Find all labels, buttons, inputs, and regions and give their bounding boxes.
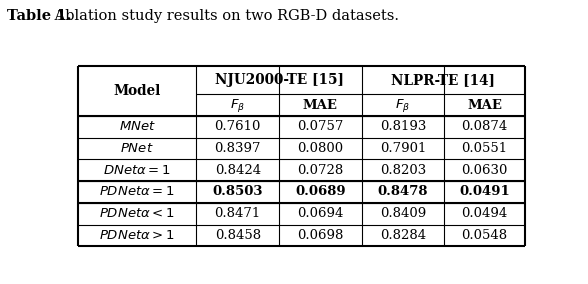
Text: MAE: MAE: [303, 99, 338, 112]
Text: 0.8458: 0.8458: [215, 229, 260, 242]
Text: 0.7610: 0.7610: [215, 120, 261, 133]
Text: NLPR-TE [14]: NLPR-TE [14]: [391, 73, 495, 87]
Text: 0.0800: 0.0800: [298, 142, 343, 155]
Text: 0.8478: 0.8478: [377, 185, 428, 199]
Text: 0.8503: 0.8503: [212, 185, 263, 199]
Text: 0.0757: 0.0757: [297, 120, 343, 133]
Text: $\mathit{DNet}{\alpha=1}$: $\mathit{DNet}{\alpha=1}$: [103, 164, 171, 177]
Text: $\mathit{MNet}$: $\mathit{MNet}$: [119, 120, 156, 133]
Text: $F_\beta$: $F_\beta$: [395, 97, 410, 114]
Text: 0.8203: 0.8203: [380, 164, 426, 177]
Text: $\mathit{PDNet}{\alpha>1}$: $\mathit{PDNet}{\alpha>1}$: [99, 229, 175, 242]
Text: 0.0728: 0.0728: [297, 164, 343, 177]
Text: 0.0491: 0.0491: [459, 185, 510, 199]
Text: 0.8193: 0.8193: [380, 120, 426, 133]
Text: Table 1.: Table 1.: [7, 9, 72, 23]
Text: 0.0494: 0.0494: [462, 207, 507, 220]
Text: $\mathit{PDNet}{\alpha=1}$: $\mathit{PDNet}{\alpha=1}$: [99, 185, 175, 199]
Text: Model: Model: [113, 84, 161, 98]
Text: 0.8409: 0.8409: [380, 207, 426, 220]
Text: 0.8284: 0.8284: [380, 229, 426, 242]
Text: 0.0630: 0.0630: [461, 164, 507, 177]
Text: 0.8397: 0.8397: [215, 142, 261, 155]
Text: $\mathit{PNet}$: $\mathit{PNet}$: [121, 142, 154, 155]
Text: MAE: MAE: [467, 99, 502, 112]
Text: 0.0548: 0.0548: [462, 229, 507, 242]
Text: 0.0551: 0.0551: [462, 142, 507, 155]
Text: NJU2000-TE [15]: NJU2000-TE [15]: [215, 73, 343, 87]
Text: 0.7901: 0.7901: [380, 142, 426, 155]
Text: $F_\beta$: $F_\beta$: [230, 97, 245, 114]
Text: Ablation study results on two RGB-D datasets.: Ablation study results on two RGB-D data…: [50, 9, 399, 23]
Text: 0.0689: 0.0689: [295, 185, 346, 199]
Text: 0.0694: 0.0694: [297, 207, 343, 220]
Text: 0.8471: 0.8471: [215, 207, 261, 220]
Text: 0.0698: 0.0698: [297, 229, 343, 242]
Text: 0.0874: 0.0874: [462, 120, 507, 133]
Text: $\mathit{PDNet}{\alpha<1}$: $\mathit{PDNet}{\alpha<1}$: [99, 207, 175, 220]
Text: 0.8424: 0.8424: [215, 164, 260, 177]
